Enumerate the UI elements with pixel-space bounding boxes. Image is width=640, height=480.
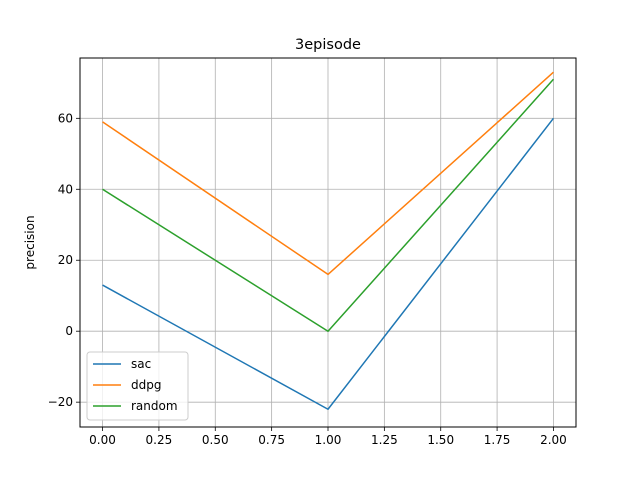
y-axis-label: precision — [23, 215, 37, 269]
chart-title: 3episode — [295, 37, 361, 53]
x-tick-label: 1.75 — [484, 433, 511, 447]
series-line-sac — [102, 117, 555, 411]
y-tick-label: 0 — [65, 324, 73, 338]
x-tick-label: 1.50 — [427, 433, 454, 447]
series-lines — [102, 71, 555, 411]
legend-box — [86, 351, 189, 421]
y-tick-label: −20 — [48, 395, 73, 409]
legend: sac ddpg random — [86, 351, 189, 421]
y-tick-label: 20 — [58, 253, 73, 267]
series-line-ddpg — [102, 71, 554, 276]
x-tick-label: 0.50 — [202, 433, 229, 447]
axis-ticks: 0.00 0.25 0.50 0.75 1.00 1.25 1.50 1.75 2.00 −20 0… — [48, 111, 567, 447]
x-tick-label: 1.25 — [371, 433, 398, 447]
legend-label-sac: sac — [131, 357, 151, 371]
y-tick-label: 60 — [58, 111, 73, 125]
x-tick-label: 1.00 — [315, 433, 342, 447]
x-tick-label: 0.75 — [258, 433, 285, 447]
y-tick-label: 40 — [58, 182, 73, 196]
x-tick-label: 0.00 — [89, 433, 116, 447]
legend-label-ddpg: ddpg — [131, 378, 161, 392]
series-line-random — [102, 78, 555, 332]
legend-label-random: random — [131, 399, 178, 413]
x-tick-label: 2.00 — [540, 433, 567, 447]
x-tick-label: 0.25 — [146, 433, 173, 447]
